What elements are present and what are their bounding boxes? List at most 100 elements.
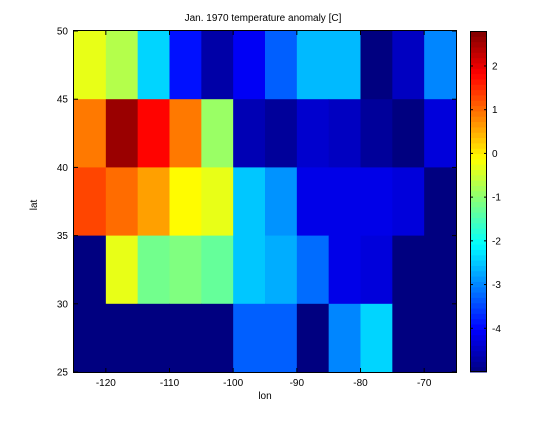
- heatmap-cell: [392, 31, 425, 100]
- colorbar-segment: [470, 345, 487, 352]
- heatmap-cell: [265, 167, 298, 236]
- colorbar-segment: [470, 185, 487, 192]
- heatmap-cells: [74, 31, 457, 373]
- heatmap-cell: [169, 31, 202, 100]
- heatmap-cell: [360, 31, 393, 100]
- heatmap-cell: [74, 99, 107, 168]
- heatmap-cell: [392, 303, 425, 373]
- colorbar-segment: [470, 116, 487, 123]
- x-tick-label: -80: [353, 378, 368, 389]
- colorbar-tick-label: -2: [492, 236, 501, 247]
- heatmap-cell: [424, 99, 457, 168]
- heatmap-cell: [424, 303, 457, 373]
- heatmap-cell: [233, 303, 266, 373]
- colorbar-segment: [470, 78, 487, 85]
- plot-frame: [73, 30, 457, 373]
- colorbar-segment: [470, 265, 487, 272]
- colorbar-segment: [470, 137, 487, 144]
- heatmap-cell: [233, 31, 266, 100]
- x-axis-label: lon: [258, 391, 271, 402]
- y-tick-label: 45: [57, 95, 69, 106]
- colorbar-segment: [470, 57, 487, 64]
- heatmap-cell: [392, 167, 425, 236]
- y-tick-label: 25: [57, 368, 69, 379]
- heatmap-cell: [265, 31, 298, 100]
- colorbar-segment: [470, 217, 487, 224]
- heatmap-cell: [265, 303, 298, 373]
- y-axis: 25 30 35 40 45 50: [57, 27, 456, 379]
- colorbar-segment: [470, 206, 487, 213]
- heatmap-cell: [328, 99, 361, 168]
- heatmap-cell: [169, 99, 202, 168]
- heatmap-cell: [296, 235, 330, 305]
- colorbar-segment: [470, 89, 487, 96]
- x-tick-label: -110: [160, 378, 180, 389]
- heatmap-cell: [137, 99, 170, 168]
- colorbar-segment: [470, 249, 487, 256]
- heatmap-cell: [74, 31, 107, 100]
- x-axis: -120 -110 -100 -90 -80 -70: [96, 31, 432, 389]
- colorbar-segment: [470, 31, 487, 37]
- x-tick-label: -70: [417, 378, 432, 389]
- heatmap-cell: [296, 303, 330, 373]
- heatmap-cell: [328, 303, 361, 373]
- heatmap-cell: [105, 31, 139, 100]
- colorbar-segment: [470, 324, 487, 330]
- colorbar-segment: [470, 121, 487, 128]
- colorbar-segment: [470, 286, 487, 293]
- heatmap-cell: [74, 235, 107, 305]
- heatmap-cell: [360, 235, 393, 305]
- colorbar-segment: [470, 46, 487, 53]
- heatmap-cell: [201, 31, 234, 100]
- colorbar-tick-label: 0: [492, 149, 498, 160]
- colorbar-segment: [470, 190, 487, 197]
- colorbar-segment: [470, 254, 487, 261]
- colorbar-segment: [470, 292, 487, 298]
- colorbar-segment: [470, 110, 487, 117]
- y-tick-label: 40: [57, 163, 69, 174]
- colorbar-segment: [470, 100, 487, 107]
- colorbar-segment: [470, 212, 487, 218]
- colorbar-segment: [470, 153, 487, 160]
- heatmap-cell: [424, 235, 457, 305]
- colorbar-tick-label: 2: [492, 61, 498, 72]
- heatmap-cell: [169, 235, 202, 305]
- colorbar-segment: [470, 308, 487, 314]
- colorbar-segment: [470, 366, 487, 373]
- colorbar-segment: [470, 41, 487, 48]
- heatmap-cell: [105, 303, 139, 373]
- y-tick-label: 35: [57, 231, 69, 242]
- heatmap-cell: [233, 99, 266, 168]
- heatmap-cell: [328, 31, 361, 100]
- colorbar-segment: [470, 68, 487, 75]
- heatmap-cell: [265, 99, 298, 168]
- colorbar-segment: [470, 329, 487, 336]
- heatmap-cell: [105, 235, 139, 305]
- heatmap-cell: [74, 167, 107, 236]
- heatmap-cell: [233, 167, 266, 236]
- heatmap-cell: [74, 303, 107, 373]
- colorbar-segment: [470, 196, 487, 202]
- heatmap-cell: [360, 303, 393, 373]
- colorbar: 2 1 0 -1 -2 -3 -4: [470, 31, 501, 373]
- colorbar-segment: [470, 164, 487, 171]
- colorbar-segment: [470, 180, 487, 187]
- colorbar-tick-label: -4: [492, 324, 501, 335]
- colorbar-segment: [470, 228, 487, 234]
- heatmap-cell: [169, 303, 202, 373]
- heatmap-cell: [137, 31, 170, 100]
- colorbar-segment: [470, 318, 487, 325]
- colorbar-tick-label: -1: [492, 193, 501, 204]
- y-tick-label: 50: [57, 27, 69, 38]
- colorbar-segment: [470, 105, 487, 112]
- colorbar-segment: [470, 148, 487, 155]
- heatmap-cell: [360, 99, 393, 168]
- colorbar-segment: [470, 73, 487, 80]
- heatmap-cell: [360, 167, 393, 236]
- heatmap-cell: [201, 235, 234, 305]
- heatmap-cell: [137, 167, 170, 236]
- colorbar-segment: [470, 302, 487, 309]
- heatmap-cell: [233, 235, 266, 305]
- colorbar-tick-label: -3: [492, 280, 501, 291]
